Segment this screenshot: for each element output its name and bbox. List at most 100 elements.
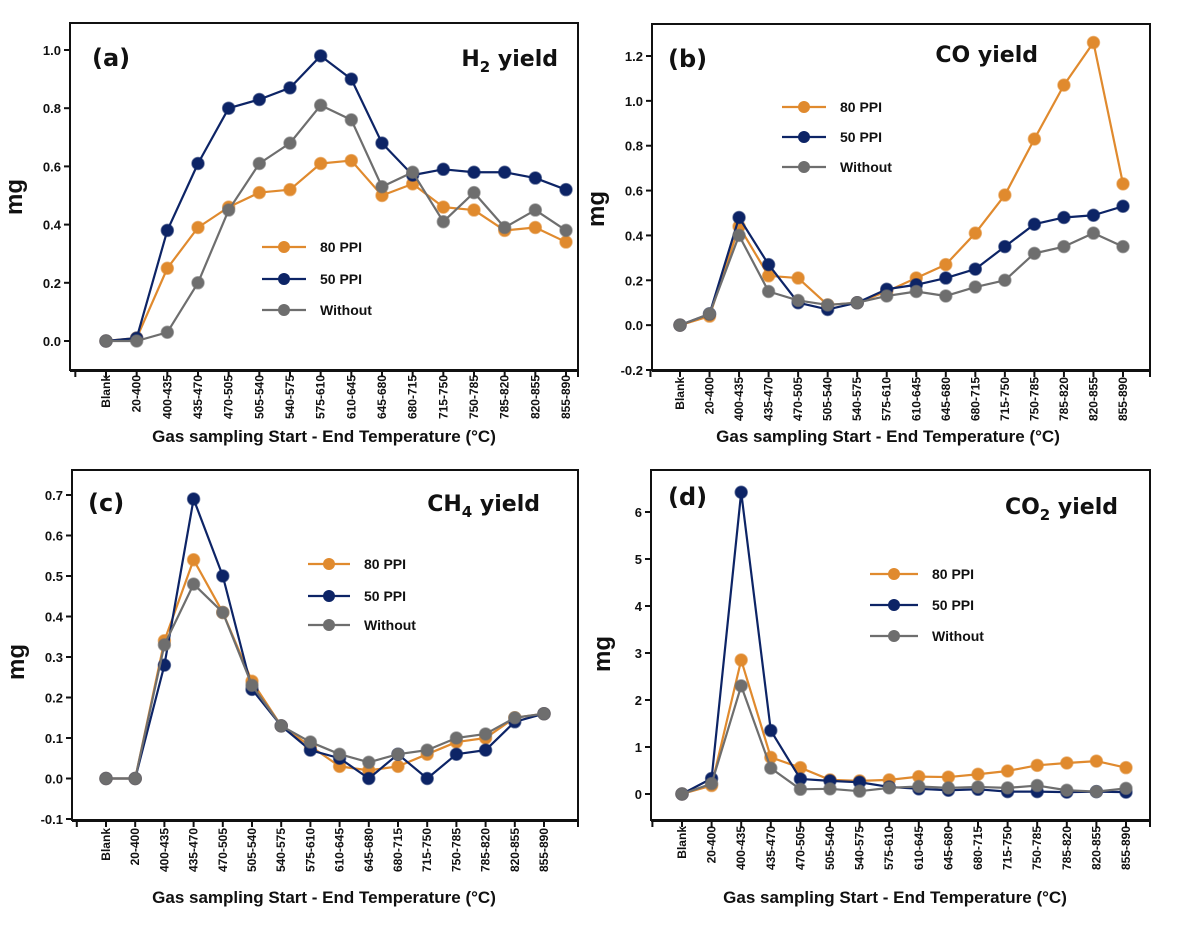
panel-title-rest: yield bbox=[472, 492, 540, 517]
data-point bbox=[478, 727, 493, 741]
y-tick-label: 1.0 bbox=[625, 94, 643, 109]
data-point bbox=[160, 325, 175, 340]
data-point bbox=[313, 156, 328, 171]
legend-marker bbox=[323, 619, 335, 631]
y-tick-label: 0.2 bbox=[45, 691, 63, 706]
x-axis-title: Gas sampling Start - End Temperature (°C… bbox=[723, 888, 1067, 907]
legend-label: 80 PPI bbox=[320, 239, 362, 255]
data-point bbox=[528, 171, 543, 185]
data-point bbox=[1000, 781, 1015, 795]
panel-title: CH4 yield bbox=[427, 492, 540, 521]
data-point bbox=[998, 273, 1012, 288]
data-point bbox=[939, 257, 953, 272]
data-point bbox=[1116, 239, 1130, 254]
x-category-label: 400-435 bbox=[157, 828, 171, 872]
data-point bbox=[1116, 199, 1130, 214]
x-category-label: 505-540 bbox=[821, 377, 835, 421]
panel-title-subscript: 2 bbox=[1040, 506, 1050, 524]
x-category-label: 785-820 bbox=[1060, 826, 1074, 870]
data-point bbox=[375, 136, 389, 150]
series-line-50-ppi bbox=[679, 205, 1124, 327]
data-point bbox=[559, 235, 573, 249]
data-point bbox=[344, 153, 359, 168]
panel-title: H2 yield bbox=[461, 47, 558, 76]
y-tick-label: 0.6 bbox=[625, 184, 643, 199]
y-axis-title: mg bbox=[589, 636, 616, 672]
x-category-label: 435-470 bbox=[764, 826, 778, 870]
x-category-label: 505-540 bbox=[252, 375, 266, 419]
x-category-label: 715-750 bbox=[420, 828, 434, 872]
data-point bbox=[791, 271, 805, 285]
x-category-label: 610-645 bbox=[333, 828, 347, 872]
y-tick-label: 0.1 bbox=[45, 731, 63, 746]
legend-marker bbox=[323, 590, 335, 602]
legend-label: 80 PPI bbox=[932, 566, 974, 582]
panel-title-main: H bbox=[461, 47, 479, 72]
data-point bbox=[405, 165, 420, 179]
data-point bbox=[1000, 764, 1015, 778]
data-point bbox=[129, 334, 144, 348]
x-category-label: 715-750 bbox=[998, 377, 1012, 421]
data-point bbox=[1030, 778, 1044, 793]
data-point bbox=[761, 257, 776, 272]
x-category-label: 645-680 bbox=[941, 826, 955, 870]
data-point bbox=[1086, 208, 1101, 222]
data-point bbox=[362, 771, 376, 786]
data-point bbox=[252, 156, 267, 171]
x-category-label: 680-715 bbox=[968, 377, 982, 421]
data-point bbox=[537, 706, 551, 721]
x-category-label: 680-715 bbox=[406, 375, 420, 419]
panel-letter: (a) bbox=[92, 44, 130, 72]
legend-marker bbox=[798, 101, 810, 113]
data-point bbox=[1119, 781, 1133, 796]
panel-letter: (d) bbox=[668, 483, 707, 511]
series-line-80-ppi bbox=[679, 41, 1125, 327]
x-category-label: 855-890 bbox=[537, 828, 551, 872]
series-line-without bbox=[681, 684, 1127, 796]
data-point bbox=[313, 98, 328, 113]
data-point bbox=[734, 653, 748, 667]
data-point bbox=[245, 678, 259, 693]
x-category-label: Blank bbox=[99, 375, 113, 408]
data-point bbox=[1027, 217, 1042, 231]
data-point bbox=[283, 182, 297, 197]
x-category-label: 750-785 bbox=[467, 375, 481, 419]
x-category-label: 470-505 bbox=[791, 377, 805, 421]
data-point bbox=[850, 295, 864, 310]
x-axis-title: Gas sampling Start - End Temperature (°C… bbox=[152, 888, 496, 907]
x-category-label: 20-400 bbox=[130, 375, 144, 413]
x-category-label: 680-715 bbox=[391, 828, 405, 872]
x-category-label: 680-715 bbox=[971, 826, 985, 870]
y-tick-label: 0.8 bbox=[625, 139, 643, 154]
data-point bbox=[732, 210, 746, 225]
data-point bbox=[734, 679, 748, 693]
data-point bbox=[852, 784, 867, 798]
x-axis-title: Gas sampling Start - End Temperature (°C… bbox=[152, 427, 496, 446]
data-point bbox=[673, 318, 687, 332]
data-point bbox=[732, 228, 746, 243]
x-category-label: 610-645 bbox=[909, 377, 923, 421]
x-category-label: 820-855 bbox=[1089, 826, 1103, 870]
data-point bbox=[704, 776, 719, 791]
x-category-label: 505-540 bbox=[823, 826, 837, 870]
x-category-label: 715-750 bbox=[1001, 826, 1015, 870]
data-point bbox=[1089, 754, 1104, 768]
data-point bbox=[793, 782, 808, 797]
panel-title-main: CH bbox=[427, 492, 462, 517]
data-point bbox=[1057, 78, 1071, 92]
data-point bbox=[497, 165, 512, 179]
legend-label: Without bbox=[932, 628, 984, 644]
x-category-label: Blank bbox=[99, 828, 113, 861]
panel-title-subscript: 4 bbox=[462, 503, 472, 521]
x-category-label: 400-435 bbox=[734, 826, 748, 870]
y-tick-label: 3 bbox=[635, 646, 642, 661]
legend-label: 50 PPI bbox=[840, 129, 882, 145]
data-point bbox=[449, 731, 464, 745]
panel-title-rest: yield bbox=[490, 47, 558, 72]
y-tick-label: -0.1 bbox=[41, 812, 63, 827]
x-category-label: 610-645 bbox=[344, 375, 358, 419]
data-point bbox=[764, 723, 778, 738]
legend-label: 80 PPI bbox=[840, 99, 882, 115]
series-line-50-ppi bbox=[106, 497, 545, 780]
x-axis-title: Gas sampling Start - End Temperature (°C… bbox=[716, 427, 1060, 446]
